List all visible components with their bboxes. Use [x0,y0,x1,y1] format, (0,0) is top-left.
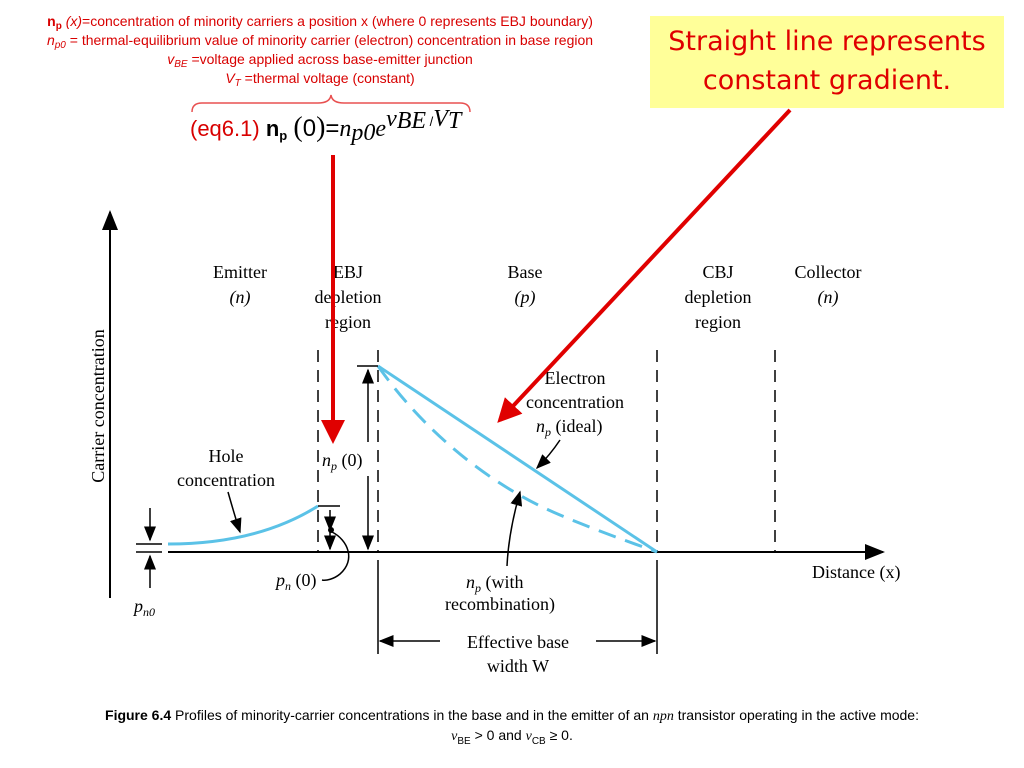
equation-rhs-subscript: p0 [351,120,376,146]
exponent-V: V [433,106,448,132]
equation-exponential-base: e [375,116,387,142]
region-cbj-depletion: depletion [685,287,752,307]
np-recombination-label-2: recombination) [445,594,555,615]
region-cbj-label: CBJ [702,262,733,282]
effective-width-label-2: width W [487,656,549,676]
caption-text-a: Profiles of minority-carrier concentrati… [171,707,653,723]
caption-vbe-subscript: BE [457,735,471,747]
electron-recombination-curve [376,365,658,554]
equation-equals: = [325,115,340,142]
y-axis-label: Carrier concentration [88,329,108,482]
region-collector-type: (n) [818,287,839,308]
effective-width-label-1: Effective base [467,632,569,652]
electron-ideal-line [377,364,658,554]
x-axis-label: Distance (x) [812,562,900,583]
callout-line-2: constant gradient. [702,65,952,96]
exponent-slash: / [426,114,434,129]
hole-label-2: concentration [177,470,275,490]
region-ebj-label: EBJ [333,262,363,282]
vt-symbol: V [225,70,235,86]
vbe-subscript: BE [174,59,188,70]
np0-symbol: n [46,32,55,48]
pn-0-dot [328,527,334,533]
np-recombination-label-1: np (with [466,572,524,595]
pn0-equilibrium-label: pn0 [132,596,155,619]
caption-condition-mid: > 0 and [470,727,526,743]
np0-definition-text: = thermal-equilibrium value of minority … [65,32,594,48]
exponent-V-subscript: T [447,108,462,134]
definition-np0: np0 = thermal-equilibrium value of minor… [0,31,640,51]
region-emitter-type: (n) [230,287,251,308]
caption-line-2: vBE > 0 and vCB ≥ 0. [0,726,1024,746]
caption-condition-end: ≥ 0. [545,727,573,743]
region-cbj-region: region [695,312,741,332]
region-ebj-region: region [325,312,371,332]
caption-line-1: Figure 6.4 Profiles of minority-carrier … [0,706,1024,726]
callout-pointer-arrow [497,108,792,423]
caption-figure-number: Figure 6.4 [105,707,172,723]
equation-lhs-symbol: n [265,116,280,141]
region-base-type: (p) [515,287,536,308]
hole-label-1: Hole [209,446,244,466]
definition-vt: VT =thermal voltage (constant) [0,69,640,89]
region-base-label: Base [508,262,543,282]
exponent-v: v [386,106,397,132]
caption-vbe-symbol: v [451,729,458,744]
definition-np-x: np (x)=concentration of minority carrier… [0,12,640,32]
np-argument: (x) [65,13,83,29]
effective-width-marker [377,560,658,654]
region-ebj-depletion: depletion [315,287,382,307]
pn0-marker [136,508,162,588]
definitions-brace [191,94,471,113]
pn-0-label: pn (0) [274,570,317,593]
callout-line-1: Straight line represents [668,26,986,57]
exponent-v-subscript: BE [396,108,427,134]
electron-label-2: concentration [526,392,624,412]
callout-box: Straight line represents constant gradie… [650,16,1004,108]
np-ideal-label: np (ideal) [536,416,602,439]
definitions-block: np (x)=concentration of minority carrier… [0,12,640,89]
electron-label-1: Electron [545,368,606,388]
equation-label: (eq6.1) [190,116,260,141]
np-recombination-pointer [506,490,523,567]
np0-subscript: p0 [54,40,66,51]
vt-subscript: T [234,78,241,89]
equation-close-paren: ) [316,112,326,143]
hole-concentration-curve [167,504,319,546]
np-0-label: np (0) [322,450,363,473]
vt-definition-text: =thermal voltage (constant) [240,70,415,86]
np-subscript: p [55,21,62,32]
region-boundaries [317,350,776,552]
np-definition-text: =concentration of minority carriers a po… [82,13,593,29]
caption-vcb-symbol: v [525,729,532,744]
hole-pointer [227,491,242,534]
definition-vbe: vBE =voltage applied across base-emitter… [0,50,640,70]
equation-6-1: (eq6.1) np (0)=np0evBE /VT [190,107,461,146]
figure-caption: Figure 6.4 Profiles of minority-carrier … [0,706,1024,746]
equation-lhs-subscript: p [279,128,288,143]
vbe-symbol: v [167,51,175,67]
region-collector-label: Collector [795,262,862,282]
pn-0-marker [318,505,350,581]
caption-npn: npn [652,709,674,724]
equation-lhs-argument: 0 [302,115,317,142]
caption-text-b: transistor operating in the active mode: [673,707,919,723]
caption-vcb-subscript: CB [531,735,546,747]
equation-open-paren: ( [293,112,303,143]
np-ideal-pointer [535,439,561,470]
np-symbol: n [47,13,56,29]
equation-rhs-symbol: n [339,116,352,142]
np-0-marker [357,365,378,551]
region-emitter-label: Emitter [213,262,267,282]
vbe-definition-text: =voltage applied across base-emitter jun… [187,51,473,67]
